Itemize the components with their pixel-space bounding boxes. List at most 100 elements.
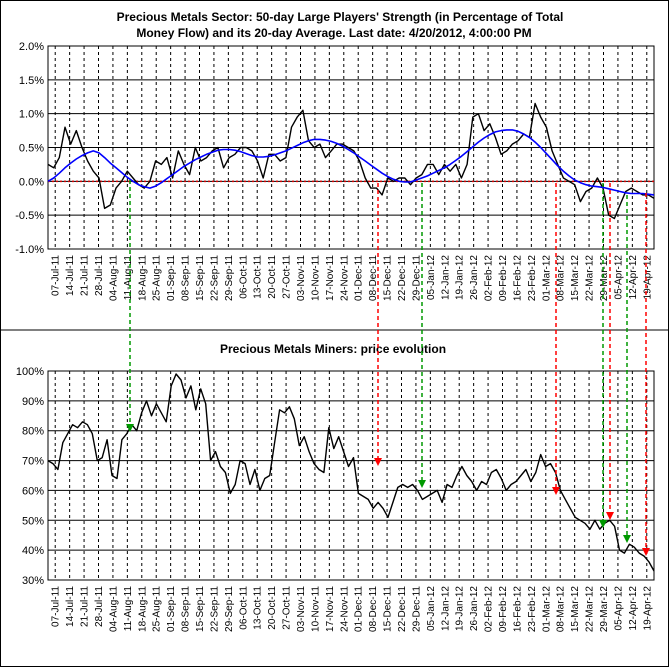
top-y-tick-label: 0.0%	[19, 176, 44, 188]
bottom-x-tick-label: 23-Feb-12	[527, 586, 538, 633]
top-x-tick-label: 08-Sep-11	[181, 255, 192, 301]
top-x-tick-label: 13-Oct-11	[253, 255, 264, 299]
bottom-x-tick-label: 19-Apr-12	[642, 586, 653, 631]
bottom-x-tick-label: 08-Mar-12	[556, 586, 567, 633]
top-x-tick-label: 07-Jul-11	[51, 255, 62, 296]
red-arrow-apr-b-head	[642, 548, 650, 556]
bottom-x-tick-label: 06-Oct-11	[238, 586, 249, 630]
bottom-x-tick-label: 10-Nov-11	[310, 586, 321, 632]
bottom-x-tick-label: 17-Nov-11	[325, 586, 336, 632]
top-x-tick-label: 08-Dec-11	[368, 255, 379, 301]
bottom-x-tick-label: 05-Apr-12	[613, 586, 624, 631]
bottom-chart-title: Precious Metals Miners: price evolution	[220, 342, 446, 356]
bottom-x-tick-label: 22-Mar-12	[585, 586, 596, 633]
top-x-tick-label: 15-Dec-11	[383, 255, 394, 301]
top-x-tick-label: 28-Jul-11	[94, 255, 105, 296]
bottom-y-tick-label: 30%	[22, 575, 44, 587]
green-arrow-apr-a-head	[599, 520, 607, 528]
top-x-tick-label: 17-Nov-11	[325, 255, 336, 301]
bottom-x-tick-label: 02-Feb-12	[484, 586, 495, 633]
top-x-tick-label: 03-Nov-11	[296, 255, 307, 301]
green-arrow-apr-b-head	[623, 535, 631, 543]
bottom-x-tick-label: 04-Aug-11	[108, 586, 119, 632]
top-x-tick-label: 25-Aug-11	[152, 255, 163, 301]
bottom-x-tick-label: 08-Sep-11	[181, 586, 192, 632]
bottom-x-tick-label: 13-Oct-11	[253, 586, 264, 630]
bottom-y-tick-label: 40%	[22, 545, 44, 557]
bottom-x-tick-label: 11-Aug-11	[123, 586, 134, 632]
top-x-tick-label: 05-Jan-12	[426, 255, 437, 300]
bottom-x-tick-label: 15-Dec-11	[383, 586, 394, 632]
top-x-tick-label: 19-Apr-12	[642, 255, 653, 300]
bottom-x-tick-label: 21-Jul-11	[80, 586, 91, 627]
bottom-x-tick-label: 20-Oct-11	[267, 586, 278, 630]
top-x-tick-label: 29-Mar-12	[599, 255, 610, 302]
top-x-tick-label: 19-Jan-12	[455, 255, 466, 300]
top-x-tick-label: 09-Feb-12	[498, 255, 509, 302]
top-x-tick-label: 11-Aug-11	[123, 255, 134, 301]
bottom-x-tick-label: 19-Jan-12	[455, 586, 466, 631]
top-x-tick-label: 01-Mar-12	[541, 255, 552, 302]
top-plot-frame	[47, 45, 655, 250]
bottom-y-tick-label: 60%	[22, 485, 44, 497]
top-x-tick-label: 24-Nov-11	[339, 255, 350, 301]
bottom-series-line-0	[47, 373, 655, 572]
top-x-tick-label: 23-Feb-12	[527, 255, 538, 302]
top-y-tick-label: 2.0%	[19, 41, 44, 53]
top-x-tick-label: 29-Dec-11	[411, 255, 422, 301]
top-x-tick-label: 02-Feb-12	[484, 255, 495, 302]
bottom-x-tick-label: 26-Jan-12	[469, 586, 480, 631]
bottom-x-tick-label: 01-Sep-11	[166, 586, 177, 632]
bottom-x-tick-label: 29-Mar-12	[599, 586, 610, 633]
top-series-line-0	[47, 102, 655, 220]
top-x-tick-label: 22-Dec-11	[397, 255, 408, 301]
bottom-x-tick-label: 22-Sep-11	[209, 586, 220, 632]
bottom-x-tick-label: 16-Feb-12	[512, 586, 523, 633]
top-x-tick-label: 04-Aug-11	[108, 255, 119, 301]
top-x-tick-label: 22-Mar-12	[585, 255, 596, 302]
bottom-y-tick-label: 50%	[22, 515, 44, 527]
bottom-x-tick-label: 28-Jul-11	[94, 586, 105, 627]
red-arrow-dec-head	[374, 458, 382, 466]
top-x-tick-label: 29-Sep-11	[224, 255, 235, 301]
bottom-x-tick-label: 22-Dec-11	[397, 586, 408, 632]
bottom-x-tick-label: 15-Mar-12	[570, 586, 581, 633]
bottom-x-tick-label: 03-Nov-11	[296, 586, 307, 632]
bottom-x-tick-label: 07-Jul-11	[51, 586, 62, 627]
top-plot-area: 2.0%1.5%1.0%0.5%0.0%-0.5%-1.0%07-Jul-11 1…	[15, 41, 655, 302]
bottom-plot-area: 100% 90% 80% 70% 60% 50% 40% 30% 07-Jul-11 14-Jul…	[16, 366, 655, 633]
top-series-line-1	[47, 129, 655, 196]
top-x-tick-label: 06-Oct-11	[238, 255, 249, 299]
top-y-tick-label: 1.0%	[19, 109, 44, 121]
top-x-tick-label: 18-Aug-11	[137, 255, 148, 301]
bottom-x-tick-label: 01-Dec-11	[354, 586, 365, 632]
top-x-tick-label: 05-Apr-12	[613, 255, 624, 300]
bottom-y-tick-label: 80%	[22, 426, 44, 438]
red-arrow-mar-head	[552, 487, 560, 495]
bottom-x-tick-label: 24-Nov-11	[339, 586, 350, 632]
top-x-tick-label: 15-Mar-12	[570, 255, 581, 302]
top-x-tick-label: 16-Feb-12	[512, 255, 523, 302]
top-x-tick-label: 26-Jan-12	[469, 255, 480, 300]
green-arrow-aug-head	[126, 424, 134, 432]
top-x-tick-label: 27-Oct-11	[282, 255, 293, 299]
bottom-y-tick-label: 70%	[22, 456, 44, 468]
green-arrow-jan-head	[418, 480, 426, 488]
bottom-x-tick-label: 15-Sep-11	[195, 586, 206, 632]
top-y-tick-label: -0.5%	[15, 210, 44, 222]
bottom-x-tick-label: 08-Dec-11	[368, 586, 379, 632]
top-x-tick-label: 01-Sep-11	[166, 255, 177, 301]
top-x-tick-label: 14-Jul-11	[65, 255, 76, 296]
top-x-tick-label: 12-Apr-12	[628, 255, 639, 300]
top-chart-title-line1: Precious Metals Sector: 50-day Large Pla…	[117, 10, 564, 24]
bottom-x-tick-label: 05-Jan-12	[426, 586, 437, 631]
top-x-tick-label: 01-Dec-11	[354, 255, 365, 301]
bottom-x-tick-label: 09-Feb-12	[498, 586, 509, 633]
bottom-x-tick-label: 27-Oct-11	[282, 586, 293, 630]
top-y-tick-label: 1.5%	[19, 75, 44, 87]
bottom-y-tick-label: 90%	[22, 396, 44, 408]
top-x-tick-label: 20-Oct-11	[267, 255, 278, 299]
bottom-x-tick-label: 29-Dec-11	[411, 586, 422, 632]
